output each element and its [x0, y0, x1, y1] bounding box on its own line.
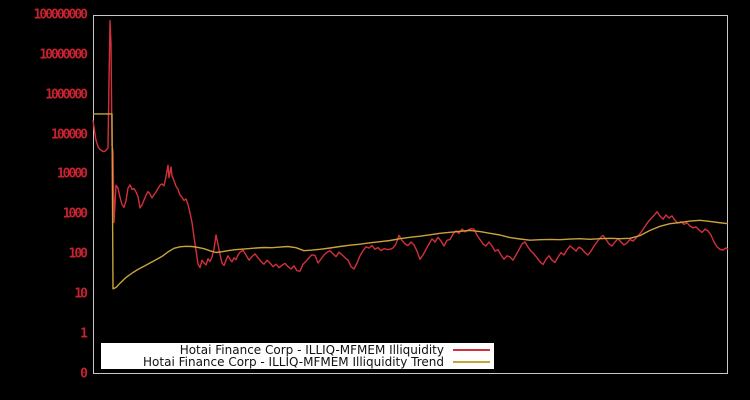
y-tick-label: 100: [68, 246, 89, 262]
y-tick-label: 100000: [51, 127, 88, 142]
y-tick-label: 10000: [56, 166, 88, 182]
illiquidity-line: [92, 20, 729, 272]
y-tick-label: 100000000: [33, 7, 88, 23]
y-tick-label: 1000000: [45, 87, 88, 103]
legend-swatch-trend-line: [453, 361, 490, 363]
y-tick-label: 10000000: [39, 47, 88, 63]
legend-label-trend: Hotai Finance Corp - ILLIQ-MFMEM Illiqui…: [143, 355, 444, 369]
y-tick-label: 1: [80, 326, 88, 342]
legend: Hotai Finance Corp - ILLIQ-MFMEM Illiqui…: [101, 343, 494, 369]
legend-label-illiquidity: Hotai Finance Corp - ILLIQ-MFMEM Illiqui…: [179, 343, 444, 357]
illiquidity-trend-line: [93, 113, 729, 290]
legend-row-illiquidity: Hotai Finance Corp - ILLIQ-MFMEM Illiqui…: [101, 344, 490, 356]
legend-swatch-illiquidity-line: [453, 349, 490, 351]
y-tick-label: 1000: [62, 206, 88, 222]
y-tick-label: 0: [80, 366, 88, 381]
legend-row-trend: Hotai Finance Corp - ILLIQ-MFMEM Illiqui…: [101, 356, 490, 368]
plot-border: [93, 15, 728, 374]
y-tick-label: 10: [74, 286, 88, 302]
